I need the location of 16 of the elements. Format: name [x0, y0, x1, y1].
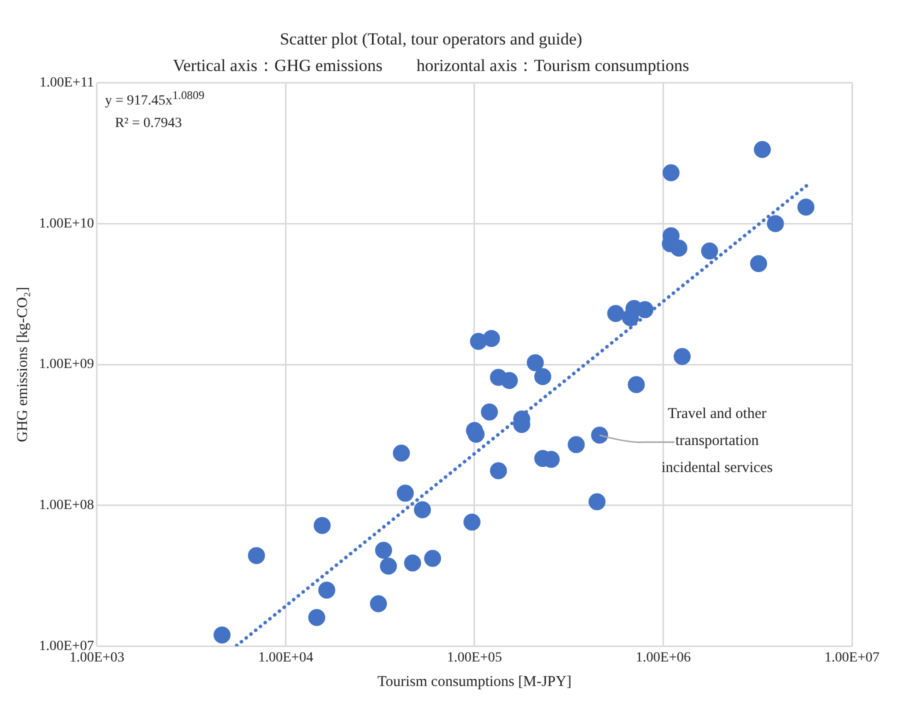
- x-tick-label: 1.00E+03: [69, 650, 124, 666]
- x-axis-title: Tourism consumptions [M-JPY]: [377, 674, 572, 690]
- y-tick-label: 1.00E+09: [38, 357, 94, 372]
- annotation: Travel and other transportation incidental services: [660, 405, 774, 478]
- y-tick-label: 1.00E+11: [40, 75, 94, 90]
- annotation: y = 917.45x$^{1.0809}$: [104, 88, 204, 110]
- chart-subtitle: Vertical axis：GHG emissions horizontal axis：Tourism consumptions: [172, 56, 690, 76]
- chart-title: Scatter plot (Total, tour operators and guide): [280, 30, 582, 49]
- x-tick-label: 1.00E+05: [446, 650, 502, 666]
- x-tick-label: 1.00E+07: [824, 650, 880, 666]
- y-tick-label: 1.00E+08: [38, 498, 94, 514]
- x-tick-label: 1.00E+04: [258, 650, 314, 666]
- y-tick-label: 1.00E+10: [38, 216, 94, 232]
- y-axis-title: GHG emissions [kg-CO₂]: [14, 286, 31, 442]
- annotation: R² = 0.7943: [114, 114, 182, 132]
- x-tick-label: 1.00E+06: [636, 650, 691, 666]
